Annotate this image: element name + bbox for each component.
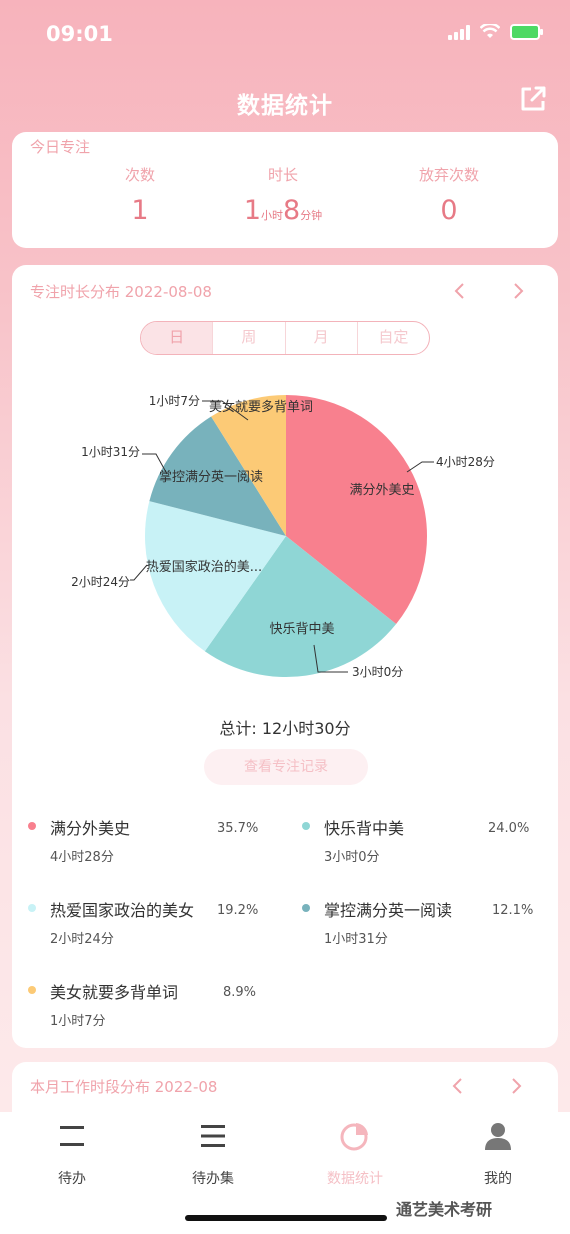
tab-label: 待办集 <box>192 1171 234 1187</box>
legend-time: 4小时28分 <box>50 850 114 865</box>
legend-percent: 19.2% <box>217 903 259 918</box>
hours-value: 1 <box>243 195 261 226</box>
section-label: 今日专注 <box>30 138 91 156</box>
status-time: 09:01 <box>46 22 113 46</box>
legend-percent: 35.7% <box>217 821 259 836</box>
home-indicator[interactable] <box>185 1215 387 1221</box>
distribution-card: 专注时长分布 2022-08-08 日 周 月 自定 满分外美史 快乐背中美 热爱国… <box>12 265 558 1048</box>
view-records-button[interactable]: 查看专注记录 <box>204 749 368 785</box>
next-arrow-icon[interactable] <box>504 1074 528 1098</box>
legend-dot <box>28 822 36 830</box>
watermark: 通艺美术考研 <box>396 1200 493 1219</box>
battery-icon <box>510 24 543 40</box>
wifi-icon <box>480 24 500 38</box>
tab-todo-sets[interactable]: 待办集 <box>163 1120 263 1188</box>
pie-slice <box>286 395 427 625</box>
today-focus-card: 今日专注 次数 1 时长 1小时8分钟 放弃次数 0 <box>12 132 558 248</box>
slice-label: 满分外美史 <box>349 483 414 498</box>
tab-statistics[interactable]: 数据统计 <box>305 1120 405 1188</box>
tab-label: 数据统计 <box>327 1171 383 1187</box>
todo-icon <box>60 1126 84 1146</box>
legend-dot <box>28 904 36 912</box>
legend-time: 3小时0分 <box>324 850 380 865</box>
stat-value: 0 <box>440 195 458 226</box>
tab-bar: 待办 待办集 数据统计 我的 <box>0 1112 570 1234</box>
stat-value: 1 <box>131 195 149 226</box>
legend-name: 掌控满分英一阅读 <box>324 901 453 920</box>
stat-label: 时长 <box>267 166 298 184</box>
tab-profile[interactable]: 我的 <box>448 1120 548 1188</box>
leader-line <box>313 644 348 673</box>
hours-unit: 小时 <box>261 209 283 222</box>
slice-value-label: 2小时24分 <box>71 575 130 589</box>
stat-value: 1小时8分钟 <box>208 195 358 226</box>
status-bar: 09:01 <box>0 0 570 70</box>
leader-line <box>130 564 148 581</box>
tab-label: 我的 <box>484 1171 512 1187</box>
slice-label: 掌控满分英一阅读 <box>159 470 263 485</box>
legend-name: 满分外美史 <box>50 819 131 838</box>
pie-slice <box>211 395 286 536</box>
pie-slice <box>204 536 397 677</box>
page-title: 数据统计 <box>237 93 333 119</box>
pie-chart-icon <box>340 1123 368 1151</box>
list-icon <box>201 1125 225 1147</box>
leader-line <box>142 453 168 475</box>
legend-percent: 8.9% <box>223 985 257 1000</box>
leader-line <box>406 461 434 473</box>
prev-arrow-icon[interactable] <box>446 1074 470 1098</box>
slice-value-label: 4小时28分 <box>436 455 495 469</box>
legend-dot <box>28 986 36 994</box>
slice-label: 快乐背中美 <box>269 622 334 637</box>
slice-value-label: 1小时7分 <box>149 394 200 408</box>
segment-week[interactable]: 周 <box>213 322 286 354</box>
user-icon <box>485 1123 511 1150</box>
period-segmented-control: 日 周 月 自定 <box>140 321 430 355</box>
legend-name: 美女就要多背单词 <box>50 983 179 1002</box>
legend-time: 1小时7分 <box>50 1014 106 1029</box>
pie-slice <box>145 501 286 652</box>
legend-time: 1小时31分 <box>324 932 388 947</box>
segment-month[interactable]: 月 <box>286 322 358 354</box>
slice-label: 热爱国家政治的美... <box>146 559 262 575</box>
legend-name: 快乐背中美 <box>324 819 405 838</box>
stat-abandon: 放弃次数 0 <box>374 164 524 226</box>
leader-line <box>202 400 249 421</box>
segment-custom[interactable]: 自定 <box>378 328 409 346</box>
total-duration: 总计: 12小时30分 <box>219 719 351 738</box>
next-arrow-icon[interactable] <box>506 279 530 303</box>
stat-label: 次数 <box>124 166 155 184</box>
legend-dot <box>302 904 310 912</box>
share-icon[interactable] <box>518 84 548 114</box>
stat-duration: 时长 1小时8分钟 <box>208 164 358 226</box>
legend-time: 2小时24分 <box>50 932 114 947</box>
prev-arrow-icon[interactable] <box>448 279 472 303</box>
legend-dot <box>302 822 310 830</box>
stat-label: 放弃次数 <box>418 166 479 184</box>
section-label: 专注时长分布 2022-08-08 <box>30 283 212 301</box>
minutes-value: 8 <box>283 195 301 226</box>
segment-day[interactable]: 日 <box>141 322 214 354</box>
stat-count: 次数 1 <box>65 164 215 226</box>
pie-slice <box>149 416 286 536</box>
tab-todo[interactable]: 待办 <box>22 1120 122 1188</box>
legend-percent: 24.0% <box>488 821 530 836</box>
slice-value-label: 1小时31分 <box>81 445 140 459</box>
legend-name: 热爱国家政治的美女 <box>50 901 195 920</box>
tab-label: 待办 <box>58 1171 86 1187</box>
slice-label: 美女就要多背单词 <box>209 399 313 415</box>
slice-value-label: 3小时0分 <box>352 665 403 679</box>
signal-icon <box>448 24 470 40</box>
minutes-unit: 分钟 <box>300 209 323 222</box>
legend-percent: 12.1% <box>492 903 534 918</box>
status-icons <box>448 24 543 40</box>
section-label: 本月工作时段分布 2022-08 <box>30 1078 218 1096</box>
